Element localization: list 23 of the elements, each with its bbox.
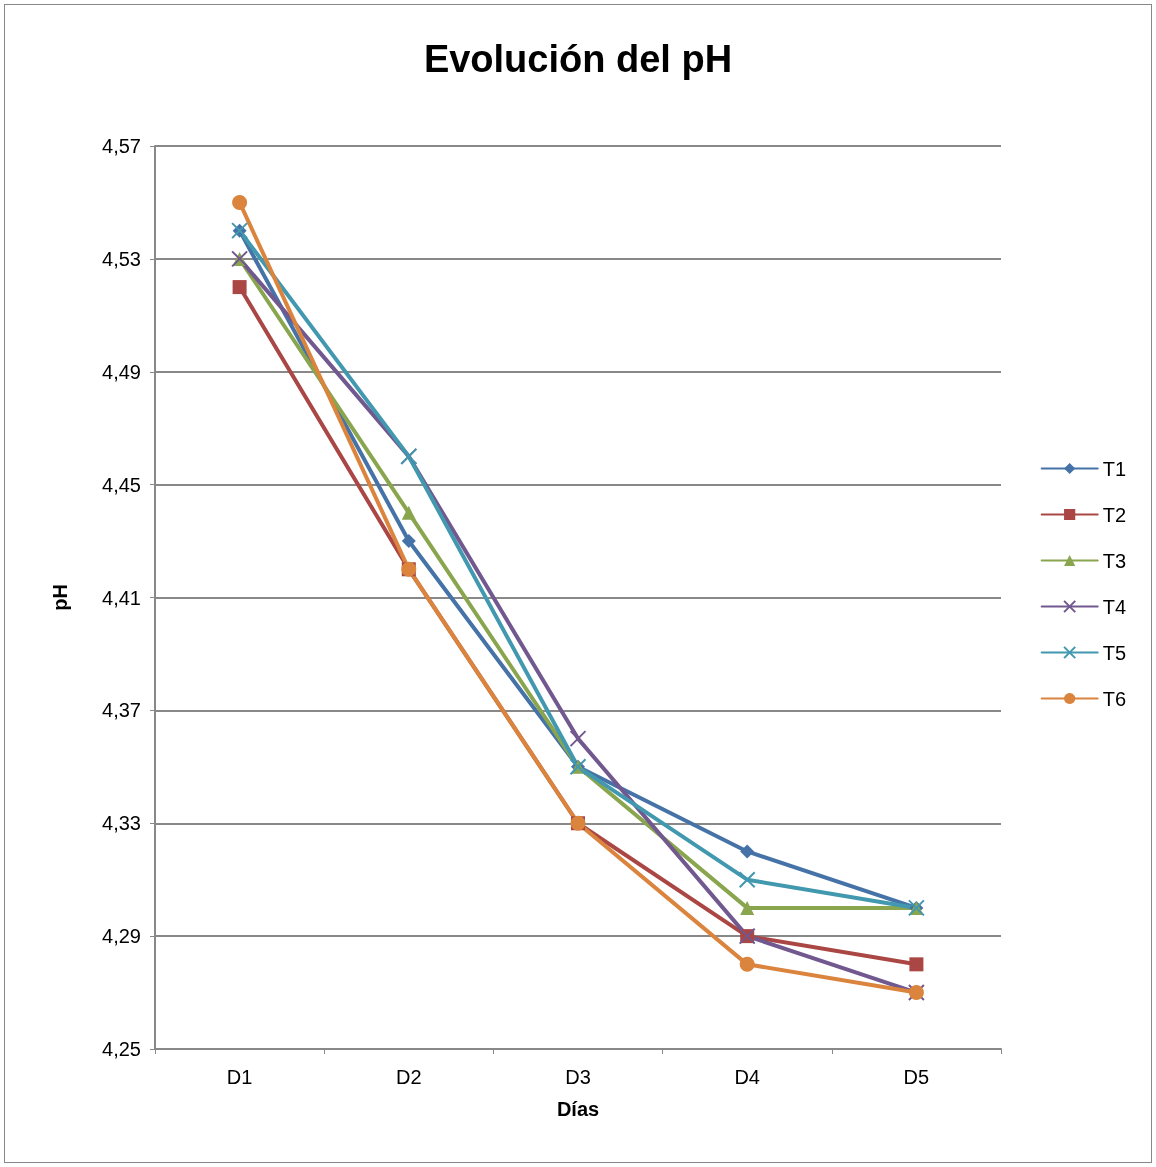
x-tick-label: D1 xyxy=(226,1066,253,1088)
legend-label: T2 xyxy=(1102,503,1126,526)
y-tick-label: 4,49 xyxy=(102,360,141,383)
y-tick-label: 4,45 xyxy=(102,473,141,496)
y-axis-title: pH xyxy=(49,584,71,611)
y-tick-label: 4,25 xyxy=(102,1038,141,1060)
legend-label: T3 xyxy=(1102,549,1126,572)
x-tick-label: D5 xyxy=(903,1066,930,1088)
x-tick-label: D3 xyxy=(565,1066,591,1088)
legend-label: T1 xyxy=(1102,457,1126,480)
y-tick-label: 4,33 xyxy=(102,812,141,835)
x-tick-label: D2 xyxy=(396,1066,422,1088)
legend-label: T4 xyxy=(1102,595,1126,618)
y-tick-label: 4,37 xyxy=(102,699,141,722)
y-tick-label: 4,41 xyxy=(102,586,141,609)
x-tick-label: D4 xyxy=(734,1066,760,1088)
y-tick-label: 4,29 xyxy=(102,925,141,948)
y-tick-label: 4,57 xyxy=(102,135,141,157)
x-axis-title: Días xyxy=(556,1098,600,1120)
chart-title: Evolución del pH xyxy=(423,38,733,80)
legend-label: T6 xyxy=(1102,687,1126,710)
legend-label: T5 xyxy=(1102,641,1126,664)
y-tick-label: 4,53 xyxy=(102,247,141,270)
